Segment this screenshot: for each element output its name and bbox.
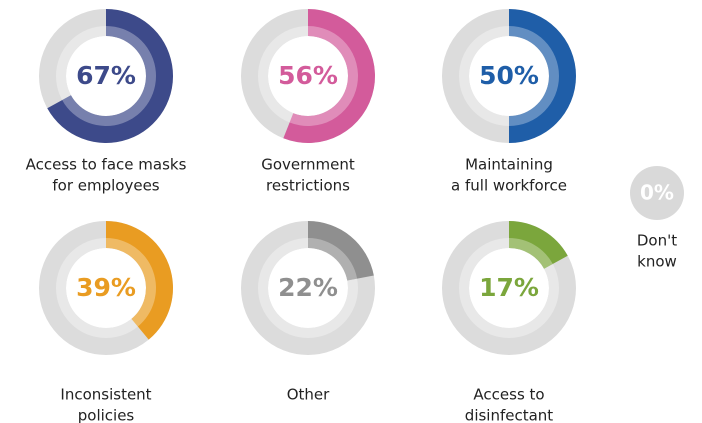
category-label: Other bbox=[287, 386, 330, 404]
donut-arc bbox=[283, 9, 375, 143]
category-label: Don't bbox=[637, 232, 677, 250]
donut-arc bbox=[106, 221, 173, 340]
donut-dot bbox=[630, 166, 684, 220]
category-label: for employees bbox=[52, 177, 159, 195]
donut-arc-inner bbox=[509, 238, 553, 269]
donut-arc-inner bbox=[289, 25, 358, 126]
donut-arc-inner bbox=[308, 238, 358, 281]
value-label: 67% bbox=[76, 61, 136, 90]
category-label: Access to face masks bbox=[26, 156, 187, 174]
donut-arc bbox=[509, 9, 576, 143]
value-label: 22% bbox=[278, 273, 338, 302]
value-label: 17% bbox=[479, 273, 539, 302]
category-label: a full workforce bbox=[451, 177, 567, 195]
category-label: Government bbox=[261, 156, 355, 174]
donut-arc-inner bbox=[106, 238, 156, 327]
category-label: Inconsistent bbox=[60, 386, 151, 404]
category-label: Access to bbox=[473, 386, 544, 404]
donut-arc bbox=[308, 221, 374, 281]
category-label: Maintaining bbox=[465, 156, 553, 174]
donut-arc bbox=[47, 9, 173, 143]
donut-arc bbox=[509, 221, 568, 269]
category-label: disinfectant bbox=[465, 407, 554, 423]
value-label: 39% bbox=[76, 273, 136, 302]
donut-arc-inner bbox=[509, 26, 559, 126]
category-label: know bbox=[637, 253, 677, 271]
category-label: policies bbox=[78, 407, 135, 423]
value-label: 50% bbox=[479, 61, 539, 90]
value-label: 0% bbox=[640, 181, 674, 205]
value-label: 56% bbox=[278, 61, 338, 90]
category-label: restrictions bbox=[266, 177, 350, 195]
